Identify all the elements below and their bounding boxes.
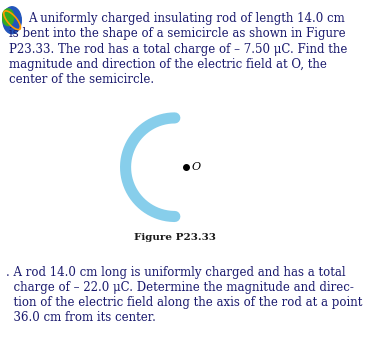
Text: charge of – 22.0 μC. Determine the magnitude and direc-: charge of – 22.0 μC. Determine the magni… <box>6 281 353 294</box>
Text: Figure P23.33: Figure P23.33 <box>134 233 216 242</box>
Text: magnitude and direction of the electric field at O, the: magnitude and direction of the electric … <box>9 58 327 71</box>
Text: is bent into the shape of a semicircle as shown in Figure: is bent into the shape of a semicircle a… <box>9 27 346 40</box>
Circle shape <box>3 7 21 34</box>
Text: center of the semicircle.: center of the semicircle. <box>9 73 154 86</box>
Text: O: O <box>192 162 201 172</box>
Text: tion of the electric field along the axis of the rod at a point: tion of the electric field along the axi… <box>6 296 362 309</box>
Text: . A rod 14.0 cm long is uniformly charged and has a total: . A rod 14.0 cm long is uniformly charge… <box>6 266 345 279</box>
Text: P23.33. The rod has a total charge of – 7.50 μC. Find the: P23.33. The rod has a total charge of – … <box>9 43 348 56</box>
Circle shape <box>2 9 14 26</box>
Text: A uniformly charged insulating rod of length 14.0 cm: A uniformly charged insulating rod of le… <box>28 12 344 25</box>
Text: 36.0 cm from its center.: 36.0 cm from its center. <box>6 311 155 324</box>
